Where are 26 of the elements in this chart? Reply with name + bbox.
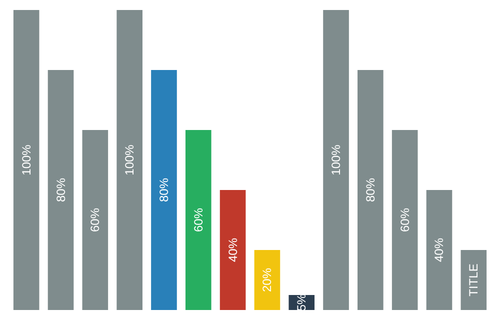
data-label: 100% <box>19 144 34 176</box>
data-label: 40% <box>432 238 446 262</box>
data-label: 80% <box>363 178 378 202</box>
data-label: TITLE <box>466 264 481 296</box>
data-label: 40% <box>226 238 240 262</box>
data-label: 100% <box>329 144 344 176</box>
bar <box>185 130 212 310</box>
bar <box>460 250 487 310</box>
data-label: 100% <box>122 144 137 176</box>
bar <box>358 70 384 310</box>
data-label: 60% <box>88 208 102 232</box>
data-label: 20% <box>260 268 274 292</box>
bar <box>82 130 108 310</box>
bar <box>254 250 280 310</box>
bar <box>220 190 246 310</box>
bar <box>323 10 349 310</box>
bar <box>151 70 177 310</box>
bar <box>13 10 40 310</box>
bar <box>48 70 74 310</box>
data-label: 80% <box>54 178 68 202</box>
bar <box>116 10 142 310</box>
data-label: 60% <box>191 208 206 232</box>
bar <box>392 130 418 310</box>
data-label: 60% <box>398 208 412 232</box>
data-label: 80% <box>156 178 171 202</box>
bar <box>426 190 452 310</box>
